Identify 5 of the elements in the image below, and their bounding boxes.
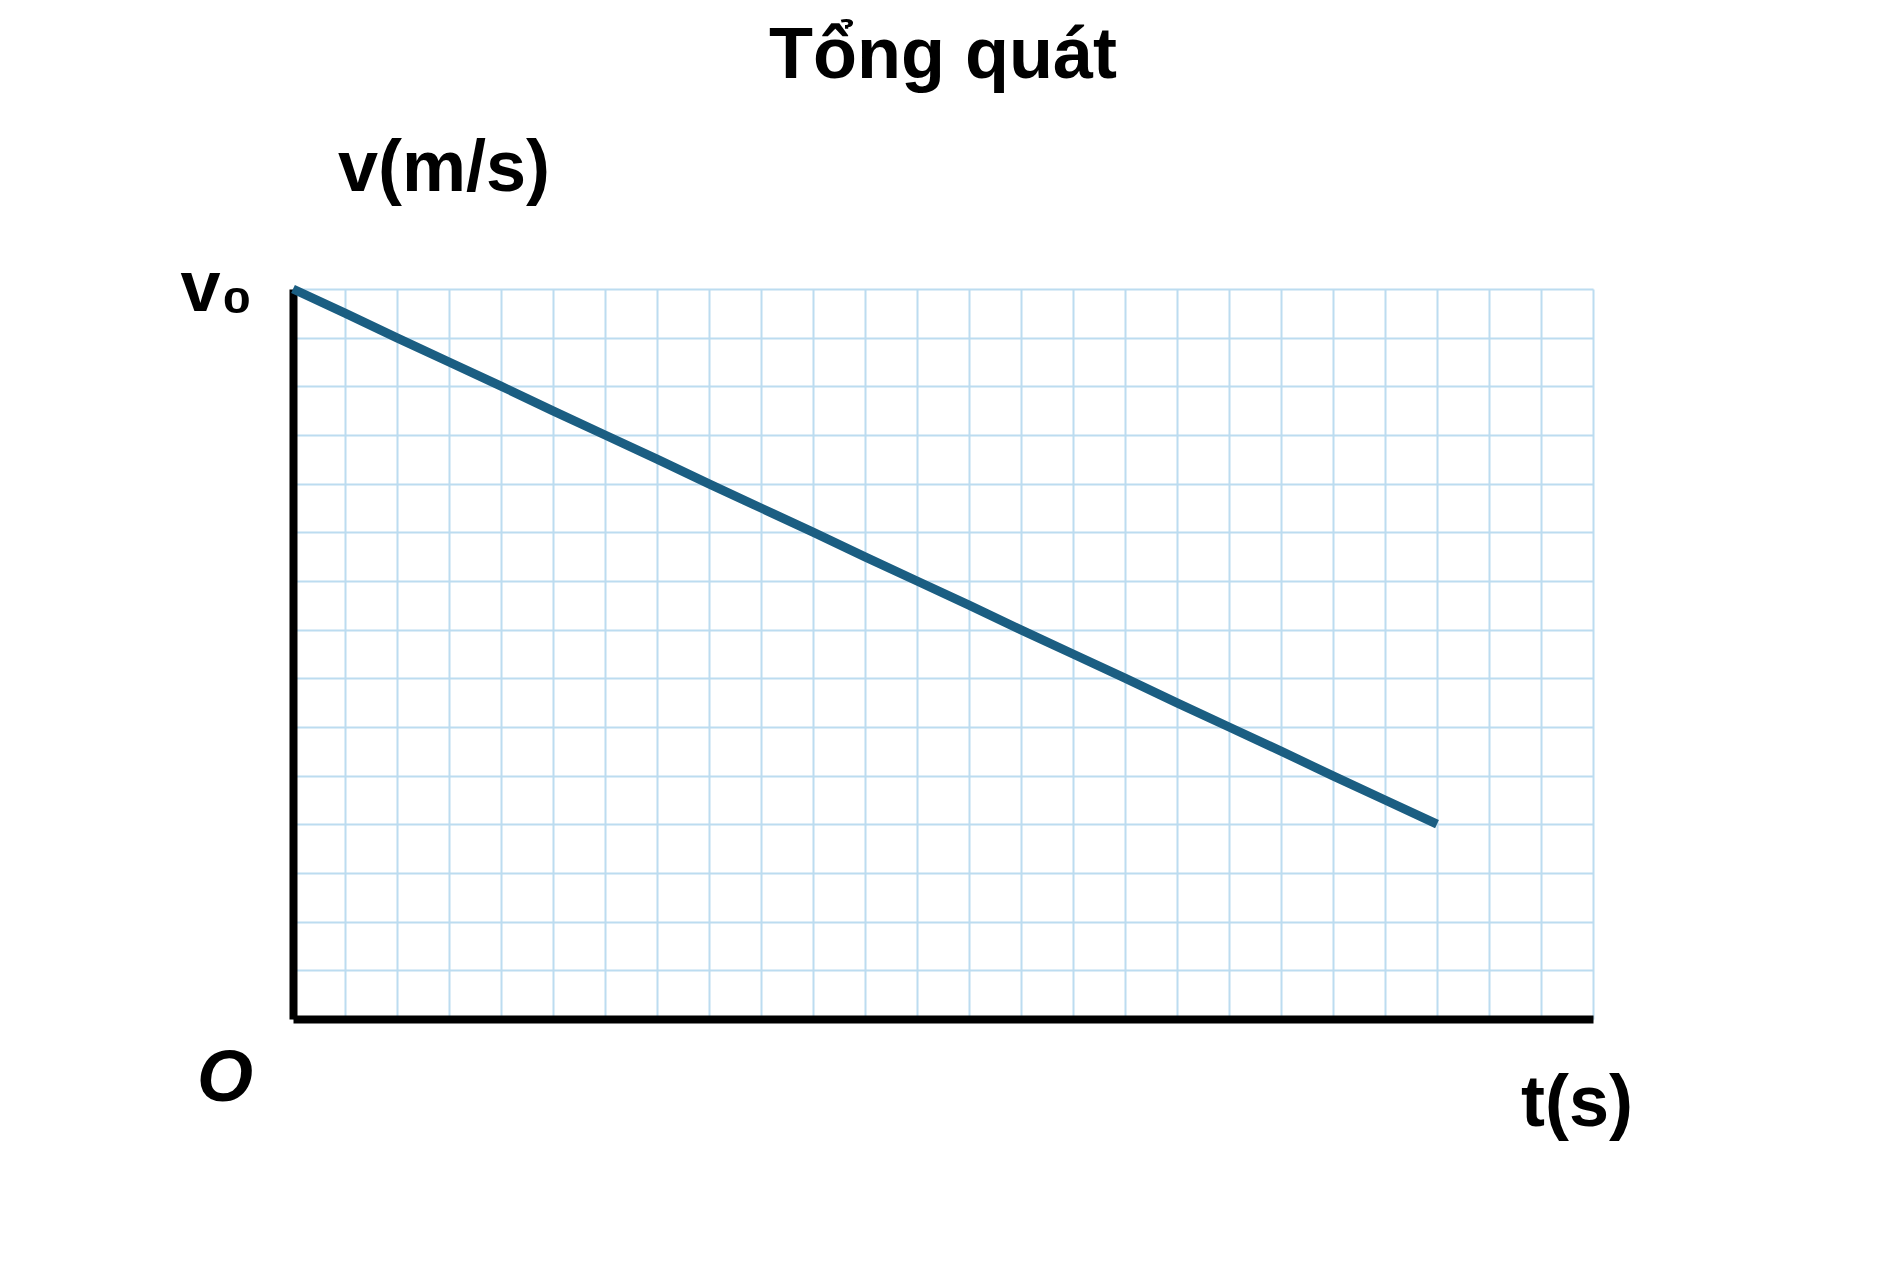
- x-axis-title: t(s): [1521, 1061, 1633, 1141]
- y-axis-title: v(m/s): [338, 126, 551, 206]
- text: O: [196, 1036, 253, 1116]
- text: v₀: [180, 246, 253, 326]
- chart-title: Tổng quát: [769, 13, 1117, 93]
